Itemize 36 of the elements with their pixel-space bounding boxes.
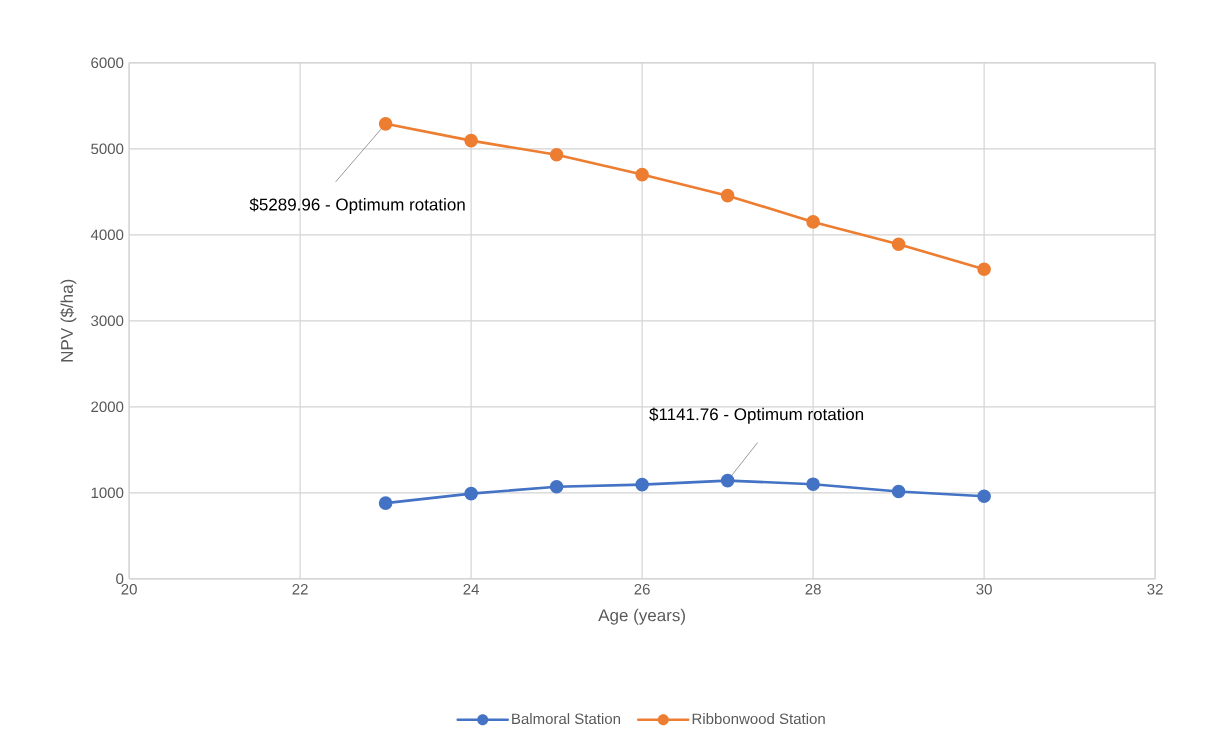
point (464, 486, 478, 501)
point (635, 477, 649, 492)
y-tick-label: 6000 (91, 57, 124, 69)
y-tick-label: 3000 (91, 315, 124, 327)
point (549, 479, 564, 494)
x-tick-label: 30 (976, 583, 992, 595)
x-tick-label: 26 (634, 583, 650, 595)
point (378, 496, 393, 510)
x-tick-label: 28 (805, 583, 821, 595)
x-tick-label: 24 (463, 583, 480, 595)
point (806, 477, 820, 491)
x-tick-label: 32 (1147, 583, 1163, 595)
x-tick-label: 20 (121, 583, 137, 595)
point (720, 188, 735, 203)
point (720, 473, 735, 488)
point (464, 133, 478, 148)
point (891, 484, 906, 499)
y-tick-label: 4000 (90, 229, 124, 241)
point (635, 167, 649, 182)
legend-label: Ribbonwood Station (692, 713, 825, 725)
y-tick-label: 2000 (91, 401, 124, 413)
point (977, 262, 991, 276)
y-tick-label: 5000 (91, 143, 124, 155)
point (378, 117, 393, 131)
point (891, 237, 906, 252)
x-tick-label: 22 (292, 583, 308, 595)
legend-label: Balmoral Station (512, 713, 621, 725)
point (806, 215, 820, 229)
annotation: $5289.96 - Optimum rotation (249, 197, 465, 214)
y-axis-title: NPV ($/ha) (60, 279, 77, 362)
y-tick-label: 0 (116, 573, 124, 585)
x-axis-title: Age (years) (598, 608, 685, 625)
annotation: $1141.76 - Optimum rotation (649, 407, 864, 424)
point (977, 489, 991, 504)
point (549, 148, 564, 162)
y-tick-label: 1000 (91, 487, 124, 499)
